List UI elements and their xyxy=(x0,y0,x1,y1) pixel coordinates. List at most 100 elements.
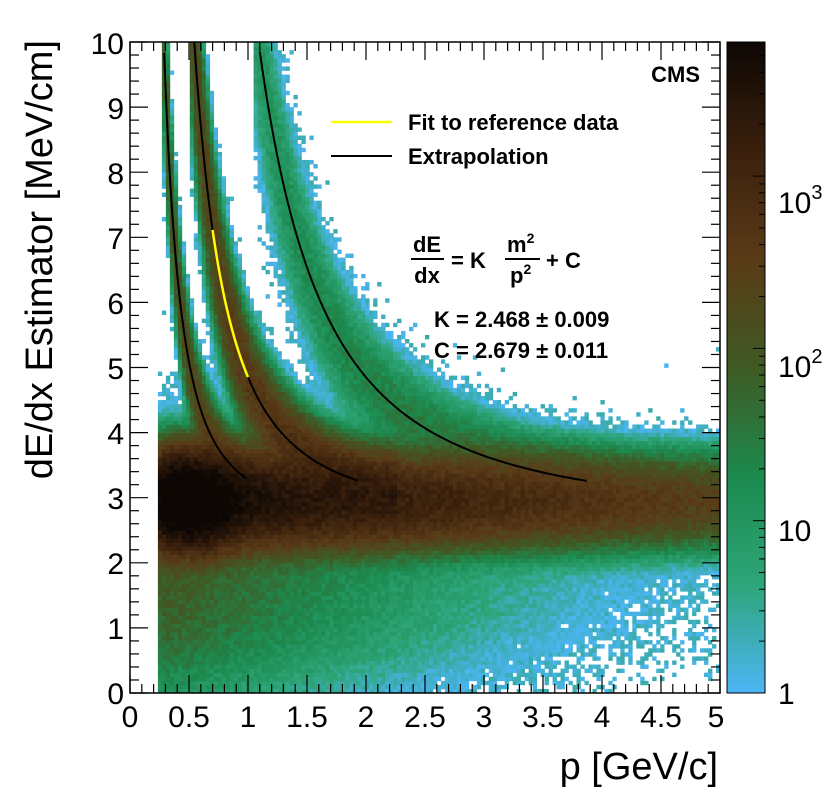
heatmap-bin xyxy=(309,615,314,621)
heatmap-bin xyxy=(257,355,262,360)
heatmap-bin xyxy=(241,424,246,429)
heatmap-bin xyxy=(265,70,270,75)
heatmap-bin xyxy=(205,672,211,678)
heatmap-bin xyxy=(169,257,175,263)
heatmap-bin xyxy=(225,448,231,454)
heatmap-bin xyxy=(297,306,302,311)
heatmap-bin xyxy=(249,591,254,596)
heatmap-bin xyxy=(301,139,306,145)
heatmap-bin xyxy=(185,668,191,674)
heatmap-bin xyxy=(221,652,227,657)
heatmap-bin xyxy=(261,164,266,169)
heatmap-bin xyxy=(257,334,262,340)
heatmap-bin xyxy=(193,591,199,596)
heatmap-bin xyxy=(265,404,270,409)
heatmap-bin xyxy=(257,391,262,397)
heatmap-bin xyxy=(225,534,231,539)
heatmap-bin xyxy=(181,542,187,547)
heatmap-bin xyxy=(301,477,306,482)
heatmap-bin xyxy=(165,164,171,169)
heatmap-bin xyxy=(285,587,290,592)
heatmap-bin xyxy=(225,261,231,267)
heatmap-bin xyxy=(189,513,195,519)
heatmap-bin xyxy=(269,412,274,417)
heatmap-bin xyxy=(197,538,203,543)
heatmap-bin xyxy=(289,648,294,653)
heatmap-bin xyxy=(161,619,167,625)
heatmap-bin xyxy=(297,249,302,254)
heatmap-bin xyxy=(261,155,266,161)
heatmap-bin xyxy=(189,619,195,625)
heatmap-bin xyxy=(221,212,227,218)
heatmap-bin xyxy=(189,54,195,59)
heatmap-bin xyxy=(269,542,274,547)
heatmap-bin xyxy=(197,664,203,669)
heatmap-bin xyxy=(217,623,223,629)
heatmap-bin xyxy=(289,107,294,112)
heatmap-bin xyxy=(177,408,183,413)
heatmap-bin xyxy=(293,269,298,275)
heatmap-bin xyxy=(313,668,318,674)
heatmap-bin xyxy=(297,265,302,271)
heatmap-bin xyxy=(305,526,310,531)
heatmap-bin xyxy=(161,103,167,108)
heatmap-bin xyxy=(305,192,310,197)
heatmap-bin xyxy=(293,448,298,454)
heatmap-bin xyxy=(157,648,163,653)
heatmap-bin xyxy=(289,306,294,311)
heatmap-bin xyxy=(265,229,270,234)
heatmap-bin xyxy=(233,428,238,433)
heatmap-bin xyxy=(201,383,207,389)
heatmap-bin xyxy=(245,424,250,429)
heatmap-bin xyxy=(253,505,258,511)
heatmap-bin xyxy=(209,176,215,181)
heatmap-bin xyxy=(253,408,258,413)
heatmap-bin xyxy=(257,579,262,584)
heatmap-bin xyxy=(177,351,183,356)
heatmap-bin xyxy=(257,481,262,486)
heatmap-bin xyxy=(297,428,302,433)
heatmap-bin xyxy=(249,412,254,417)
heatmap-bin xyxy=(225,322,231,328)
heatmap-bin xyxy=(281,465,286,470)
heatmap-bin xyxy=(201,200,207,206)
heatmap-bin xyxy=(205,387,211,393)
heatmap-bin xyxy=(293,623,298,629)
heatmap-bin xyxy=(173,302,179,307)
heatmap-bin xyxy=(233,302,238,307)
heatmap-bin xyxy=(233,318,238,324)
heatmap-bin xyxy=(213,379,219,385)
heatmap-bin xyxy=(277,440,282,446)
heatmap-bin xyxy=(205,680,211,686)
heatmap-bin xyxy=(261,66,266,71)
heatmap-bin xyxy=(185,343,191,348)
heatmap-bin xyxy=(221,363,227,368)
heatmap-bin xyxy=(213,530,219,535)
heatmap-bin xyxy=(177,522,183,527)
heatmap-bin xyxy=(261,477,266,482)
heatmap-bin xyxy=(209,591,215,596)
heatmap-bin xyxy=(249,656,254,661)
heatmap-bin xyxy=(237,550,242,556)
heatmap-bin xyxy=(181,269,187,275)
heatmap-bin xyxy=(309,322,314,328)
heatmap-bin xyxy=(193,452,199,458)
heatmap-bin xyxy=(221,257,227,263)
heatmap-bin xyxy=(165,615,171,621)
heatmap-bin xyxy=(217,310,223,315)
heatmap-bin xyxy=(177,688,183,693)
heatmap-bin xyxy=(205,550,211,556)
heatmap-bin xyxy=(245,330,250,336)
heatmap-bin xyxy=(161,387,167,393)
heatmap-bin xyxy=(225,282,231,287)
heatmap-bin xyxy=(277,599,282,604)
heatmap-bin xyxy=(305,668,310,674)
heatmap-bin xyxy=(221,631,227,637)
heatmap-bin xyxy=(225,640,231,645)
heatmap-bin xyxy=(205,200,211,206)
heatmap-bin xyxy=(265,54,270,59)
heatmap-bin xyxy=(213,355,219,360)
heatmap-bin xyxy=(293,159,298,165)
heatmap-bin xyxy=(285,457,290,462)
heatmap-bin xyxy=(161,583,167,588)
